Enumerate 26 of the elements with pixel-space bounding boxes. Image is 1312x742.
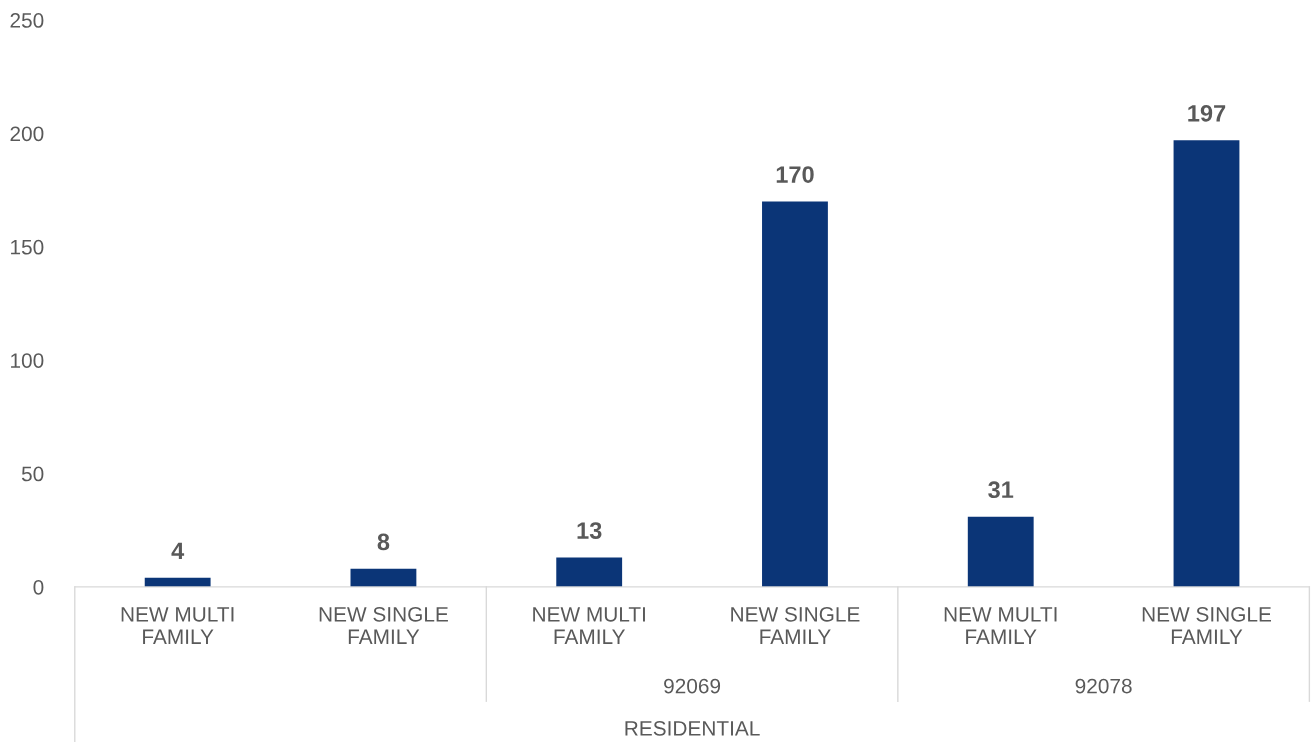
- bar: [967, 516, 1034, 587]
- data-label: 4: [171, 542, 185, 560]
- x-tick-label: NEW SINGLE FAMILY: [1142, 606, 1271, 644]
- y-tick-label: 150: [11, 239, 44, 255]
- y-tick-label: 100: [11, 353, 44, 368]
- data-label: 8: [377, 533, 390, 551]
- x-tick-label: NEW SINGLE FAMILY: [731, 606, 860, 644]
- y-tick-label: 50: [21, 466, 44, 482]
- text: 92069: [664, 678, 721, 694]
- text: 92078: [1075, 678, 1132, 694]
- y-tick-label: 250: [10, 13, 44, 28]
- x-tick-label: NEW SINGLE FAMILY: [319, 606, 448, 644]
- bar: [1173, 140, 1240, 587]
- x-tick-label: NEW MULTI FAMILY: [121, 607, 234, 644]
- bar: [350, 568, 417, 587]
- x-tick-label: NEW MULTI FAMILY: [944, 607, 1057, 644]
- bar: [556, 557, 623, 587]
- bar: [762, 201, 828, 587]
- y-tick-label: 0: [33, 579, 44, 595]
- data-label: 197: [1188, 104, 1226, 122]
- data-label: 31: [988, 481, 1014, 499]
- y-tick-label: 200: [10, 126, 44, 142]
- data-label: 170: [776, 166, 814, 183]
- data-label: 13: [577, 522, 602, 539]
- x-tick-label: NEW MULTI FAMILY: [533, 607, 645, 644]
- text: RESIDENTIAL: [625, 720, 760, 736]
